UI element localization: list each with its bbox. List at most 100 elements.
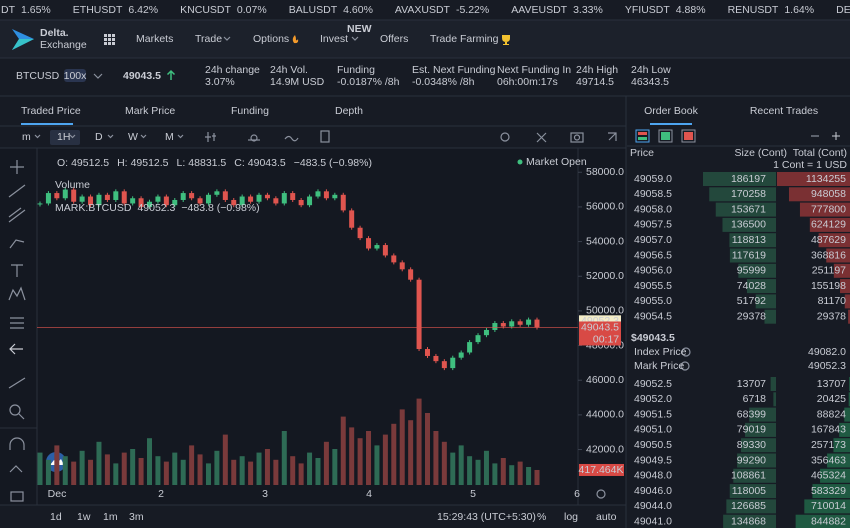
chart-tab[interactable]: Depth [335, 105, 363, 117]
volume-bar [475, 459, 481, 485]
size-bar [729, 248, 776, 263]
range-button[interactable]: 1w [77, 511, 91, 523]
candle [307, 196, 313, 206]
book-total: 356463 [811, 454, 846, 466]
candle [500, 323, 506, 327]
range-button[interactable]: 3m [129, 511, 144, 523]
book-view-icons[interactable] [635, 129, 840, 143]
ticker-symbol[interactable]: RENUSDT [728, 4, 779, 16]
book-price[interactable]: 49054.5 [634, 310, 672, 322]
ticker-symbol[interactable]: DT [1, 4, 16, 16]
column-header: Size (Cont) [734, 147, 787, 159]
book-price[interactable]: 49050.5 [634, 439, 672, 451]
ticker-symbol[interactable]: AVAXUSDT [395, 4, 451, 16]
ticker-change[interactable]: 0.07% [237, 4, 267, 16]
candle [138, 198, 144, 207]
nav-item[interactable]: Trade [195, 33, 222, 45]
chart-toolbar-icons[interactable] [205, 130, 617, 143]
column-header: Price [630, 147, 654, 159]
nav-item[interactable]: Offers [380, 33, 408, 45]
dropdown-caret [177, 134, 184, 139]
volume-bar [332, 449, 338, 485]
book-price[interactable]: 49055.0 [634, 295, 672, 307]
book-price[interactable]: 49044.0 [634, 500, 672, 512]
total-bar [795, 514, 850, 528]
book-price[interactable]: 49057.5 [634, 219, 672, 231]
scale-option[interactable]: auto [596, 511, 617, 523]
chart-tab[interactable]: Funding [231, 105, 269, 117]
interval-button[interactable]: D [95, 131, 103, 143]
apps-icon[interactable] [104, 34, 115, 45]
stat-label: 24h Vol. [270, 64, 308, 76]
book-price[interactable]: 49056.5 [634, 249, 672, 261]
ticker-change[interactable]: 4.88% [676, 4, 706, 16]
leverage[interactable]: 100x [64, 70, 88, 82]
ticker-change[interactable]: -5.22% [456, 4, 489, 16]
logo-icon[interactable] [12, 29, 34, 50]
book-price[interactable]: 49058.0 [634, 203, 672, 215]
size-bar [703, 172, 776, 186]
book-price[interactable]: 49059.0 [634, 173, 672, 185]
scale-option[interactable]: log [564, 511, 578, 523]
book-total: 20425 [817, 393, 846, 405]
volume-bar [214, 450, 220, 485]
book-total: 167843 [811, 424, 846, 436]
book-price[interactable]: 49057.0 [634, 234, 672, 246]
book-tab[interactable]: Order Book [644, 105, 698, 117]
dropdown-caret[interactable] [93, 73, 103, 79]
ticker-symbol[interactable]: AAVEUSDT [511, 4, 567, 16]
ticker-symbol[interactable]: ETHUSDT [73, 4, 123, 16]
volume-bar [458, 445, 464, 485]
ticker-change[interactable]: 4.60% [343, 4, 373, 16]
book-price[interactable]: 49055.5 [634, 280, 672, 292]
settings-icon[interactable] [596, 489, 606, 499]
nav-item[interactable]: Invest [320, 33, 348, 45]
book-tab[interactable]: Recent Trades [750, 105, 818, 117]
leverage-badge[interactable] [64, 69, 86, 82]
book-price[interactable]: 49051.5 [634, 408, 672, 420]
ticker-symbol[interactable]: BALUSDT [289, 4, 338, 16]
book-price[interactable]: 49041.0 [634, 515, 672, 527]
candle [323, 191, 329, 199]
ticker-change[interactable]: 1.64% [784, 4, 814, 16]
book-price[interactable]: 49051.0 [634, 424, 672, 436]
ticker-symbol[interactable]: YFIUSDT [625, 4, 671, 16]
nav-item[interactable]: Markets [136, 33, 173, 45]
total-bar [839, 422, 850, 437]
volume-bar [517, 461, 523, 485]
interval-button[interactable]: W [128, 131, 138, 143]
volume-bar [54, 445, 60, 485]
book-price[interactable]: 49058.5 [634, 188, 672, 200]
scale-option[interactable]: % [537, 511, 546, 523]
volume-bar [147, 438, 153, 485]
candle [433, 355, 439, 362]
range-button[interactable]: 1d [50, 511, 62, 523]
book-price[interactable]: 49048.0 [634, 470, 672, 482]
book-price[interactable]: 49056.0 [634, 265, 672, 277]
volume-bar [441, 441, 447, 485]
ticker-symbol[interactable]: KNCUSDT [180, 4, 231, 16]
chart-tab[interactable]: Traded Price [21, 105, 81, 117]
nav-item[interactable]: Options [253, 33, 289, 45]
size-bar [737, 453, 776, 468]
book-price[interactable]: 49052.5 [634, 378, 672, 390]
ticker-symbol[interactable]: DEFIUSDT [836, 4, 850, 16]
interval-button[interactable]: m [22, 131, 31, 143]
range-button[interactable]: 1m [103, 511, 118, 523]
volume-bar [273, 459, 279, 485]
book-size: 99290 [737, 454, 766, 466]
book-price[interactable]: 49052.0 [634, 393, 672, 405]
interval-button[interactable]: M [165, 131, 174, 143]
book-price[interactable]: 49049.5 [634, 454, 672, 466]
ticker-change[interactable]: 3.33% [573, 4, 603, 16]
chart-tab[interactable]: Mark Price [125, 105, 175, 117]
candle [408, 269, 414, 280]
interval-button[interactable]: 1H [57, 131, 70, 143]
drawing-tools[interactable] [8, 160, 26, 502]
ticker-change[interactable]: 1.65% [21, 4, 51, 16]
market-symbol[interactable]: BTCUSD [16, 70, 60, 82]
book-price[interactable]: 49046.0 [634, 485, 672, 497]
nav-item[interactable]: Trade Farming [430, 33, 499, 45]
stat-value: 46343.5 [631, 76, 669, 88]
ticker-change[interactable]: 6.42% [128, 4, 158, 16]
